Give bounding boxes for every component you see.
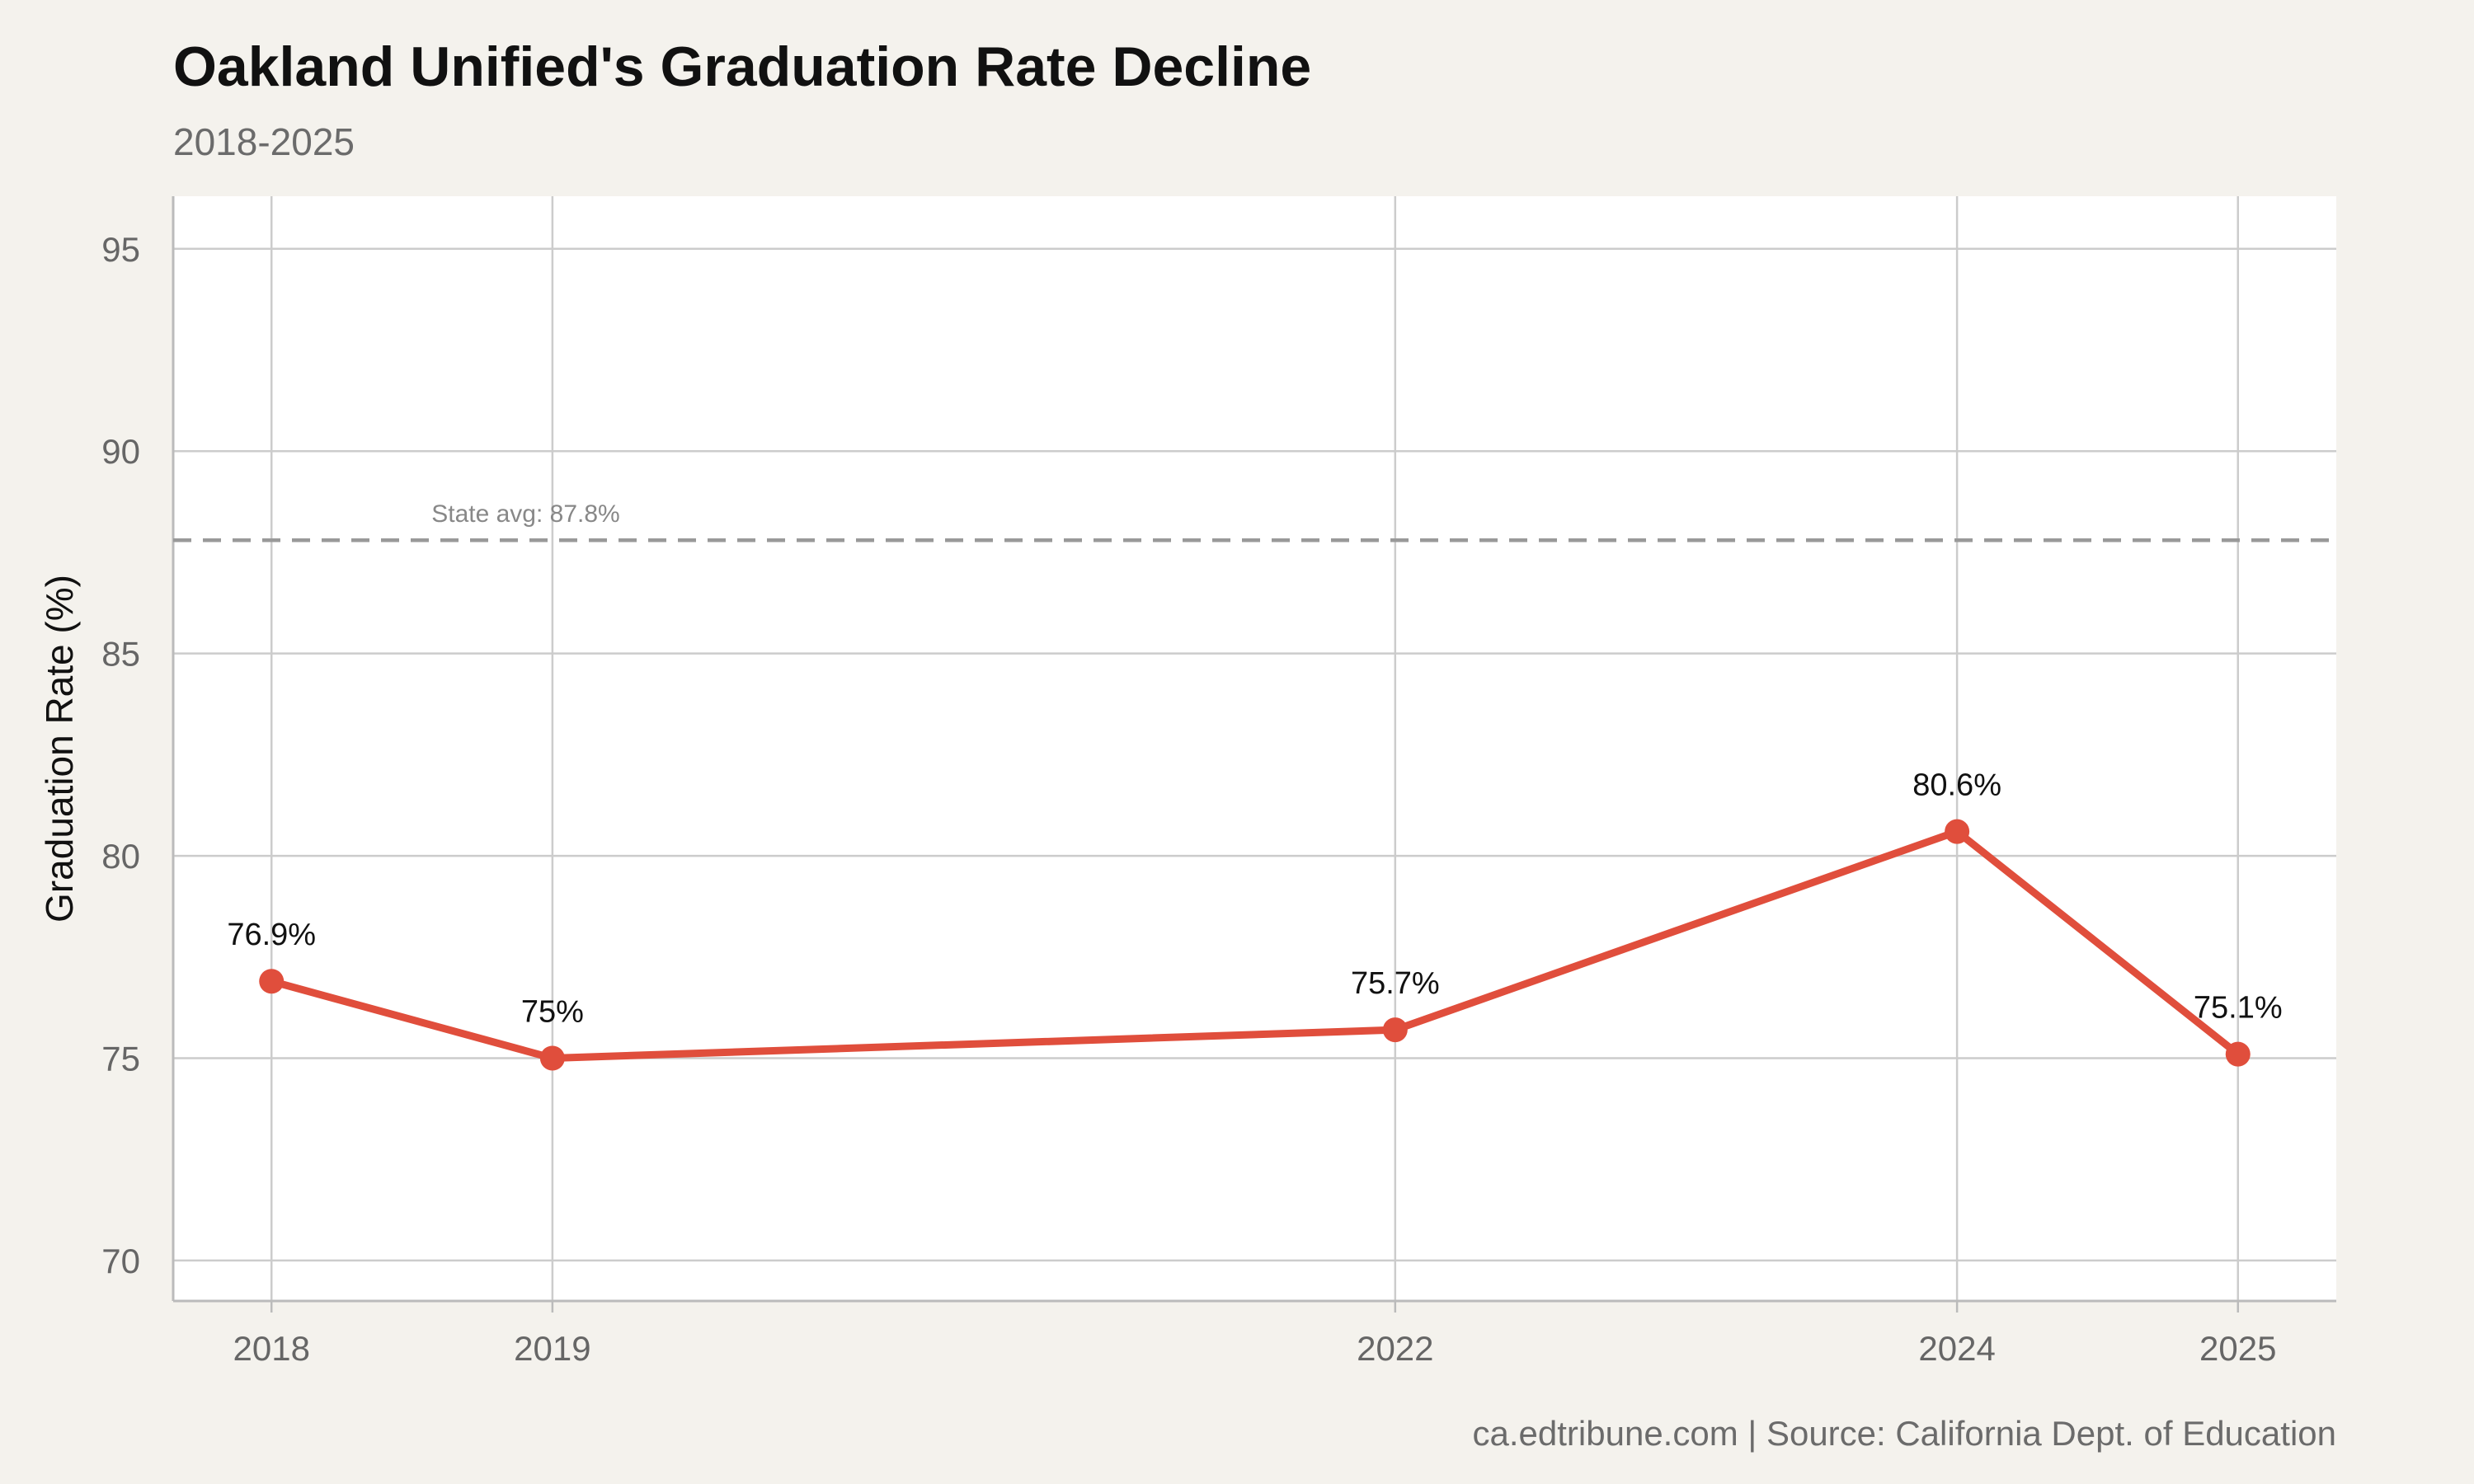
gridlines [173, 196, 2336, 1301]
data-label-2025: 75.1% [2194, 991, 2283, 1026]
data-point-2019 [539, 1045, 565, 1071]
data-label-2024: 80.6% [1912, 768, 2001, 803]
y-tick-label-80: 80 [101, 837, 140, 876]
state-average-label: State avg: 87.8% [431, 500, 620, 528]
data-label-2018: 76.9% [227, 918, 316, 952]
data-label-2022: 75.7% [1351, 966, 1440, 1001]
data-point-2024 [1945, 819, 1970, 844]
y-tick-label-90: 90 [101, 432, 140, 471]
axes: 70 75 80 85 90 95 2018 2019 2022 2024 2025 [101, 196, 2336, 1368]
data-label-2019: 75% [521, 994, 584, 1029]
x-tick-label-2019: 2019 [514, 1329, 590, 1368]
series-group [259, 819, 2251, 1071]
x-tick-label-2022: 2022 [1357, 1329, 1433, 1368]
plot-panel [173, 196, 2336, 1301]
x-tick-label-2018: 2018 [233, 1329, 310, 1368]
y-tick-label-95: 95 [101, 230, 140, 269]
chart-subtitle: 2018-2025 [173, 120, 355, 163]
y-tick-label-75: 75 [101, 1039, 140, 1078]
chart-title: Oakland Unified's Graduation Rate Declin… [173, 35, 1312, 98]
data-point-2018 [259, 969, 285, 994]
data-labels: 76.9% 75% 75.7% 80.6% 75.1% [227, 768, 2282, 1030]
data-point-2022 [1382, 1017, 1408, 1043]
y-tick-label-85: 85 [101, 635, 140, 674]
y-tick-label-70: 70 [101, 1242, 140, 1280]
chart-caption: ca.edtribune.com | Source: California De… [1472, 1414, 2336, 1453]
x-tick-label-2024: 2024 [1918, 1329, 1995, 1368]
data-point-2025 [2225, 1041, 2251, 1067]
x-tick-label-2025: 2025 [2199, 1329, 2276, 1368]
reference-line-group: State avg: 87.8% [173, 500, 2336, 542]
y-axis-title: Graduation Rate (%) [38, 575, 81, 923]
